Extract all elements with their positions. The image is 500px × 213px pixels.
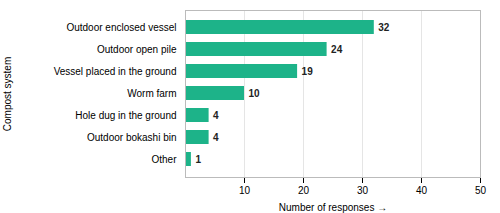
svg-text:20: 20 bbox=[298, 185, 310, 196]
svg-text:10: 10 bbox=[249, 88, 261, 99]
svg-text:4: 4 bbox=[213, 110, 219, 121]
svg-text:Other: Other bbox=[151, 154, 177, 165]
svg-text:32: 32 bbox=[378, 22, 390, 33]
svg-text:Worm farm: Worm farm bbox=[127, 88, 176, 99]
svg-text:Outdoor open pile: Outdoor open pile bbox=[97, 44, 177, 55]
svg-text:10: 10 bbox=[239, 185, 251, 196]
svg-text:Hole dug in the ground: Hole dug in the ground bbox=[75, 110, 176, 121]
svg-text:50: 50 bbox=[475, 185, 487, 196]
svg-text:Vessel placed in the ground: Vessel placed in the ground bbox=[54, 66, 177, 77]
svg-text:1: 1 bbox=[195, 154, 201, 165]
svg-text:19: 19 bbox=[302, 66, 314, 77]
svg-text:Outdoor bokashi bin: Outdoor bokashi bin bbox=[87, 132, 177, 143]
svg-text:24: 24 bbox=[331, 44, 343, 55]
svg-text:4: 4 bbox=[213, 132, 219, 143]
svg-text:40: 40 bbox=[416, 185, 428, 196]
svg-text:Number of responses →: Number of responses → bbox=[279, 202, 387, 213]
svg-text:Outdoor enclosed vessel: Outdoor enclosed vessel bbox=[66, 22, 176, 33]
svg-text:Compost system: Compost system bbox=[2, 57, 13, 131]
svg-text:30: 30 bbox=[357, 185, 369, 196]
